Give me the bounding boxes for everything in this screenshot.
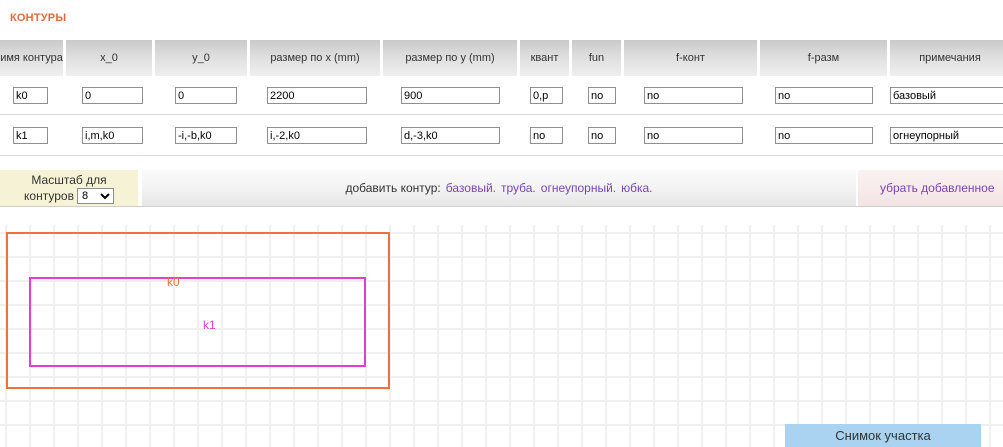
kvant-input[interactable] bbox=[530, 87, 563, 104]
y0-input[interactable] bbox=[175, 127, 237, 144]
scale-cell: Масштаб для контуров 8 bbox=[0, 170, 138, 206]
add-contour-link-ogneuporny[interactable]: огнеупорный. bbox=[540, 181, 617, 195]
add-contour-cell: добавить контур: базовый. труба. огнеупо… bbox=[142, 170, 856, 206]
x0-input[interactable] bbox=[82, 127, 143, 144]
scale-label-line1: Масштаб для bbox=[31, 172, 107, 187]
page-title: КОНТУРЫ bbox=[10, 12, 67, 24]
name-input[interactable] bbox=[13, 87, 48, 104]
contour-rect-k1 bbox=[29, 277, 366, 367]
table-row bbox=[0, 77, 1003, 115]
col-header-y0: y_0 bbox=[155, 40, 250, 76]
contour-canvas: k0 k1 Снимок участка bbox=[0, 225, 1003, 447]
toolbar: Масштаб для контуров 8 добавить контур: … bbox=[0, 170, 1003, 207]
size-x-input[interactable] bbox=[267, 87, 367, 104]
f-kont-input[interactable] bbox=[644, 127, 743, 144]
col-header-x0: x_0 bbox=[66, 40, 155, 76]
col-header-f-kont: f-конт bbox=[624, 40, 760, 76]
remove-added-link[interactable]: убрать добавленное bbox=[880, 181, 995, 195]
col-header-size-y: размер по y (mm) bbox=[383, 40, 520, 76]
add-contour-link-yubka[interactable]: юбка. bbox=[621, 181, 653, 195]
col-header-size-x: размер по x (mm) bbox=[250, 40, 383, 76]
col-header-notes: примечания bbox=[890, 40, 1003, 76]
add-contour-link-bazovy[interactable]: базовый. bbox=[445, 181, 496, 195]
add-contour-label: добавить контур: bbox=[345, 181, 441, 195]
snapshot-button[interactable]: Снимок участка bbox=[785, 424, 981, 447]
add-contour-link-truba[interactable]: труба. bbox=[500, 181, 536, 195]
contour-label-k1: k1 bbox=[203, 318, 216, 332]
size-x-input[interactable] bbox=[267, 127, 367, 144]
fun-input[interactable] bbox=[588, 87, 616, 104]
f-razm-input[interactable] bbox=[775, 127, 873, 144]
x0-input[interactable] bbox=[82, 87, 143, 104]
f-kont-input[interactable] bbox=[644, 87, 743, 104]
col-header-fun: fun bbox=[572, 40, 624, 76]
table-header-row: имя контура x_0 y_0 размер по x (mm) раз… bbox=[0, 40, 1003, 76]
size-y-input[interactable] bbox=[401, 87, 500, 104]
y0-input[interactable] bbox=[175, 87, 237, 104]
col-header-kvant: квант bbox=[520, 40, 572, 76]
contour-rect-k0 bbox=[6, 232, 390, 389]
scale-select[interactable]: 8 bbox=[76, 187, 114, 204]
col-header-f-razm: f-разм bbox=[760, 40, 890, 76]
contour-label-k0: k0 bbox=[167, 275, 180, 289]
col-header-name: имя контура bbox=[0, 40, 66, 76]
remove-added-cell: убрать добавленное bbox=[858, 170, 1003, 206]
size-y-input[interactable] bbox=[401, 127, 500, 144]
fun-input[interactable] bbox=[588, 127, 616, 144]
f-razm-input[interactable] bbox=[775, 87, 873, 104]
kvant-input[interactable] bbox=[530, 127, 563, 144]
table-row bbox=[0, 116, 1003, 156]
scale-label-line2: контуров bbox=[24, 188, 74, 203]
notes-input[interactable] bbox=[890, 127, 1003, 144]
notes-input[interactable] bbox=[890, 87, 1003, 104]
name-input[interactable] bbox=[13, 127, 48, 144]
